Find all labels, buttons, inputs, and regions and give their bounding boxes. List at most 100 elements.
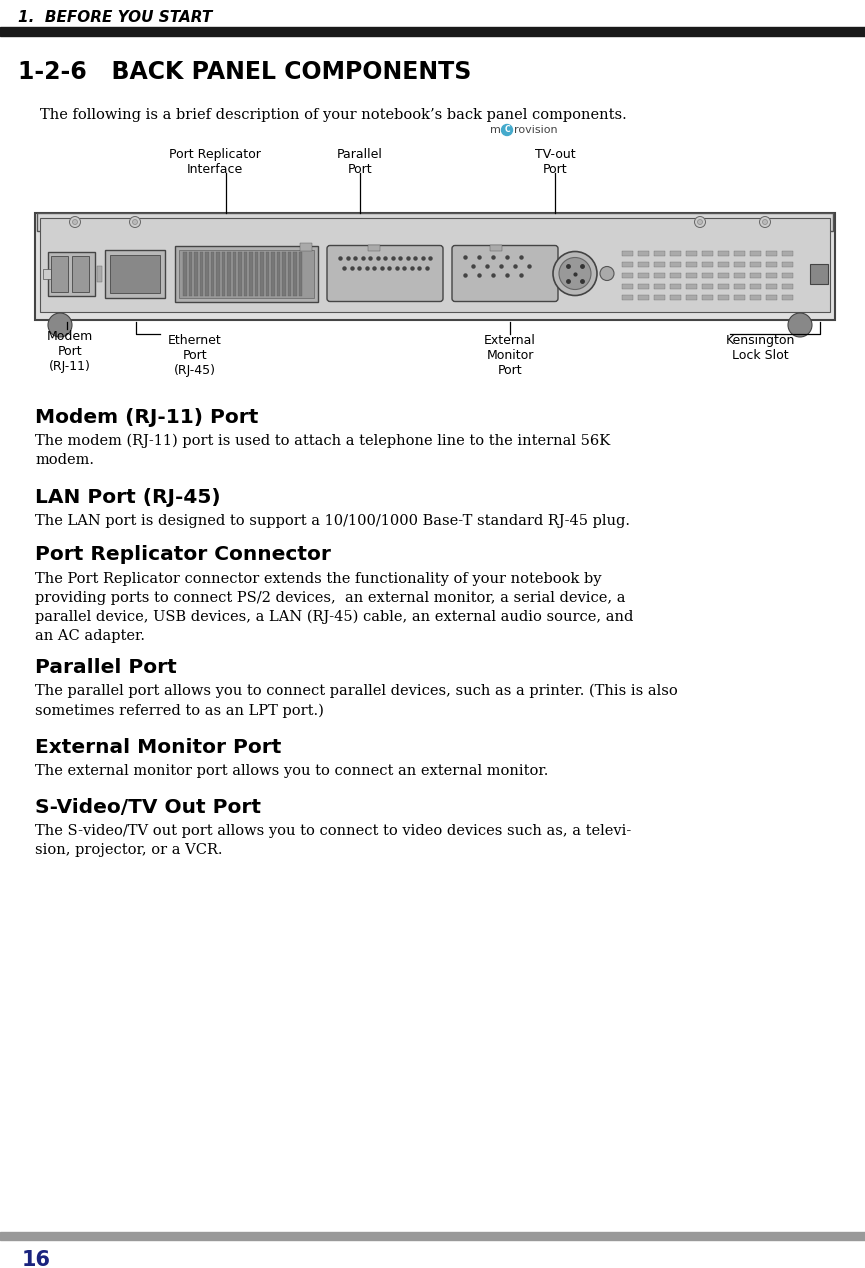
Bar bbox=[750, 261, 761, 266]
Text: TV-out
Port: TV-out Port bbox=[535, 148, 575, 176]
Bar bbox=[35, 213, 835, 320]
Circle shape bbox=[502, 124, 512, 136]
Bar bbox=[782, 273, 793, 278]
Text: The external monitor port allows you to connect an external monitor.: The external monitor port allows you to … bbox=[35, 765, 548, 779]
Bar bbox=[702, 294, 713, 299]
Circle shape bbox=[48, 313, 72, 337]
Bar bbox=[0, 1232, 865, 1240]
Bar bbox=[750, 294, 761, 299]
Bar bbox=[271, 251, 274, 295]
Circle shape bbox=[69, 217, 80, 227]
Bar bbox=[702, 261, 713, 266]
Circle shape bbox=[600, 266, 614, 280]
Bar bbox=[43, 269, 51, 279]
Bar bbox=[622, 261, 633, 266]
Bar bbox=[670, 273, 681, 278]
Bar bbox=[216, 251, 220, 295]
Circle shape bbox=[130, 217, 140, 227]
Bar bbox=[750, 273, 761, 278]
Text: External
Monitor
Port: External Monitor Port bbox=[484, 333, 536, 377]
Text: C: C bbox=[504, 126, 509, 134]
Circle shape bbox=[73, 219, 78, 224]
Circle shape bbox=[553, 251, 597, 295]
Bar bbox=[298, 251, 302, 295]
Bar bbox=[686, 273, 697, 278]
Text: Parallel
Port: Parallel Port bbox=[337, 148, 383, 176]
Bar bbox=[750, 284, 761, 289]
Bar bbox=[766, 284, 777, 289]
Bar bbox=[210, 251, 214, 295]
Circle shape bbox=[697, 219, 702, 224]
Bar bbox=[702, 251, 713, 255]
Text: Port Replicator Connector: Port Replicator Connector bbox=[35, 545, 331, 564]
Bar bbox=[734, 251, 745, 255]
Bar bbox=[249, 251, 253, 295]
Text: S-Video/TV Out Port: S-Video/TV Out Port bbox=[35, 798, 261, 817]
Bar bbox=[654, 273, 665, 278]
Bar bbox=[654, 251, 665, 255]
Bar bbox=[287, 251, 291, 295]
Bar bbox=[48, 251, 95, 295]
Bar bbox=[718, 261, 729, 266]
Bar bbox=[702, 273, 713, 278]
Bar bbox=[766, 294, 777, 299]
Text: The LAN port is designed to support a 10/100/1000 Base-T standard RJ-45 plug.: The LAN port is designed to support a 10… bbox=[35, 514, 630, 527]
Bar bbox=[97, 265, 102, 281]
Bar bbox=[766, 273, 777, 278]
Text: The parallel port allows you to connect parallel devices, such as a printer. (Th: The parallel port allows you to connect … bbox=[35, 683, 678, 718]
Text: External Monitor Port: External Monitor Port bbox=[35, 738, 281, 757]
Bar bbox=[622, 294, 633, 299]
Bar bbox=[766, 251, 777, 255]
Bar bbox=[72, 255, 89, 292]
Text: Kensington
Lock Slot: Kensington Lock Slot bbox=[726, 333, 795, 361]
Text: rovision: rovision bbox=[514, 126, 558, 134]
Bar bbox=[670, 251, 681, 255]
Bar bbox=[175, 246, 318, 302]
Bar bbox=[734, 261, 745, 266]
Bar bbox=[368, 245, 380, 251]
Bar bbox=[670, 284, 681, 289]
Bar bbox=[490, 245, 502, 251]
Text: Modem (RJ-11) Port: Modem (RJ-11) Port bbox=[35, 408, 259, 427]
Bar bbox=[227, 251, 230, 295]
Bar bbox=[654, 284, 665, 289]
Bar bbox=[194, 251, 197, 295]
Bar bbox=[734, 284, 745, 289]
Bar bbox=[670, 261, 681, 266]
Bar bbox=[622, 284, 633, 289]
Bar bbox=[718, 273, 729, 278]
Bar bbox=[782, 261, 793, 266]
Text: LAN Port (RJ-45): LAN Port (RJ-45) bbox=[35, 488, 221, 507]
Bar bbox=[282, 251, 285, 295]
Bar bbox=[233, 251, 236, 295]
Circle shape bbox=[763, 219, 767, 224]
Bar bbox=[734, 273, 745, 278]
Bar bbox=[638, 251, 649, 255]
Bar bbox=[750, 251, 761, 255]
Text: Modem
Port
(RJ-11): Modem Port (RJ-11) bbox=[47, 330, 93, 373]
Bar bbox=[40, 218, 830, 312]
Bar bbox=[51, 255, 68, 292]
Text: The modem (RJ-11) port is used to attach a telephone line to the internal 56K
mo: The modem (RJ-11) port is used to attach… bbox=[35, 434, 610, 468]
Bar bbox=[37, 213, 833, 231]
Bar bbox=[622, 251, 633, 255]
Bar bbox=[244, 251, 247, 295]
Bar bbox=[670, 294, 681, 299]
Bar bbox=[183, 251, 187, 295]
Bar bbox=[300, 242, 312, 251]
Circle shape bbox=[559, 257, 591, 289]
Bar bbox=[782, 284, 793, 289]
Text: 1.  BEFORE YOU START: 1. BEFORE YOU START bbox=[18, 10, 212, 25]
Text: ma: ma bbox=[490, 126, 508, 134]
Bar bbox=[189, 251, 192, 295]
Bar bbox=[638, 284, 649, 289]
Bar bbox=[238, 251, 241, 295]
Text: The Port Replicator connector extends the functionality of your notebook by
prov: The Port Replicator connector extends th… bbox=[35, 572, 633, 643]
Circle shape bbox=[695, 217, 706, 227]
Bar bbox=[622, 273, 633, 278]
Bar bbox=[277, 251, 280, 295]
Bar bbox=[105, 250, 165, 298]
Bar bbox=[766, 261, 777, 266]
Text: 16: 16 bbox=[22, 1250, 51, 1268]
Bar bbox=[686, 261, 697, 266]
